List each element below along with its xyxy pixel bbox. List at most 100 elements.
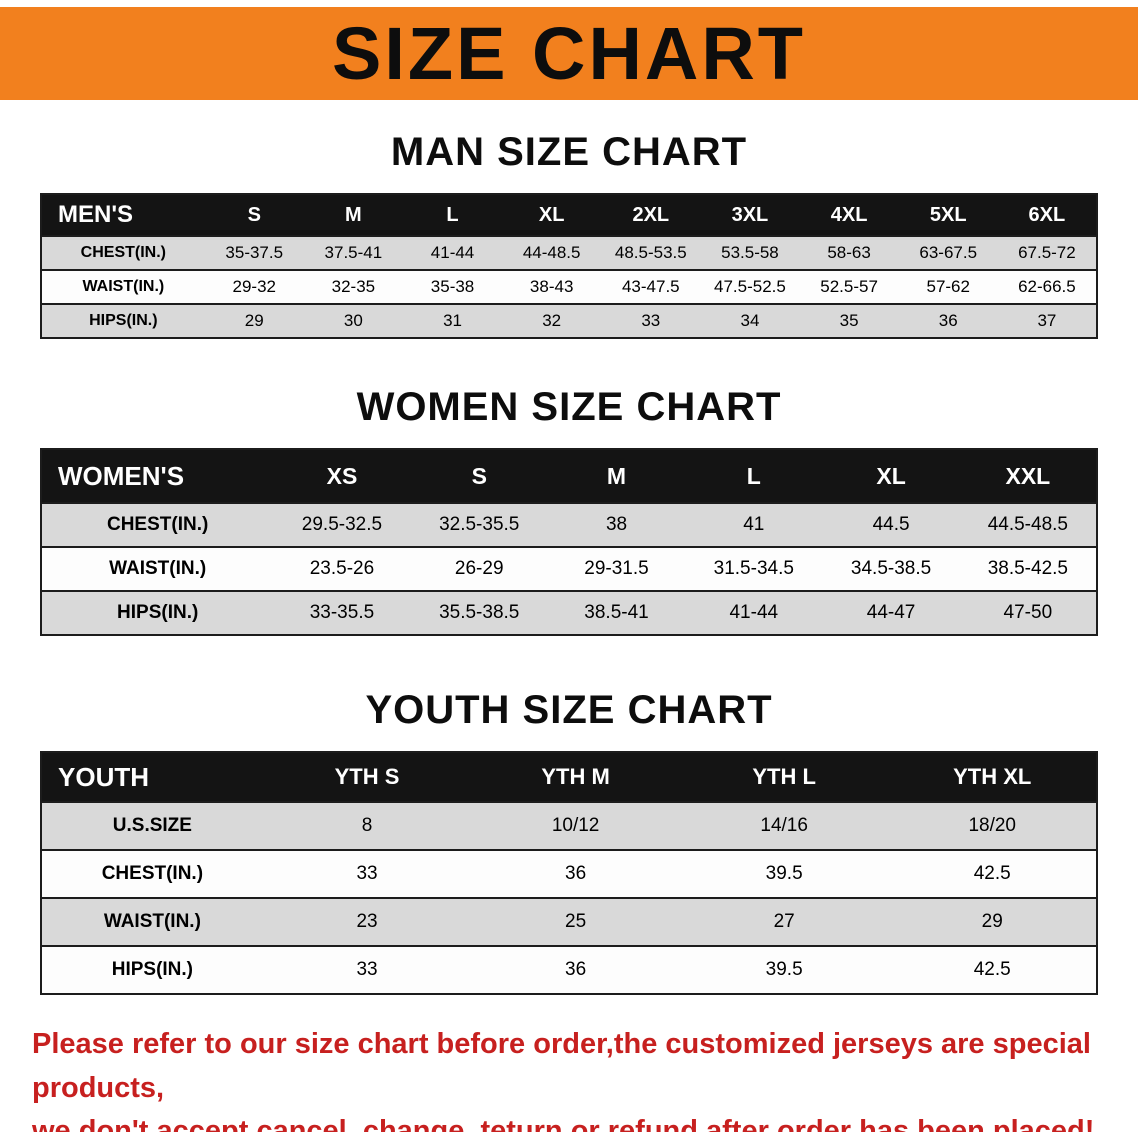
size-cell: 47.5-52.5: [700, 269, 800, 304]
size-cell: 44-48.5: [502, 235, 602, 270]
size-cell: 29: [888, 897, 1097, 946]
size-cell: 41-44: [402, 235, 503, 270]
size-cell: 47-50: [959, 590, 1097, 635]
size-cell: 41: [685, 502, 823, 547]
youth-size-table: YOUTH YTH S YTH M YTH L YTH XL U.S.SIZE 8 10/12…: [40, 751, 1098, 995]
table-corner-label: YOUTH: [41, 751, 263, 802]
table-header-row: WOMEN'S XS S M L XL XXL: [41, 448, 1097, 503]
size-cell: 57-62: [898, 269, 998, 304]
size-cell: 37: [997, 303, 1097, 338]
row-label: U.S.SIZE: [41, 801, 263, 850]
size-cell: 38: [547, 502, 686, 547]
column-header: 6XL: [997, 193, 1097, 236]
column-header: 3XL: [700, 193, 800, 236]
row-label: HIPS(IN.): [41, 303, 205, 338]
column-header: S: [410, 448, 548, 503]
disclaimer-line-2: we don't accept cancel, change, teturn o…: [32, 1115, 1095, 1132]
size-cell: 30: [303, 303, 403, 338]
size-cell: 35: [799, 303, 899, 338]
column-header: YTH XL: [888, 751, 1097, 802]
size-cell: 53.5-58: [700, 235, 800, 270]
table-row: CHEST(IN.) 35-37.5 37.5-41 41-44 44-48.5 48.5…: [41, 235, 1097, 270]
table-row: WAIST(IN.) 23.5-26 26-29 29-31.5 31.5-34.5 34…: [41, 546, 1097, 591]
size-cell: 32.5-35.5: [410, 502, 548, 547]
size-cell: 42.5: [888, 945, 1097, 994]
column-header: L: [402, 193, 503, 236]
women-size-table: WOMEN'S XS S M L XL XXL CHEST(IN.) 29.5-32.5 32.5…: [40, 448, 1098, 636]
size-cell: 32-35: [303, 269, 403, 304]
size-cell: 32: [502, 303, 602, 338]
table-header-row: YOUTH YTH S YTH M YTH L YTH XL: [41, 751, 1097, 802]
column-header: XL: [822, 448, 960, 503]
table-row: HIPS(IN.) 29 30 31 32 33 34 35 36 37: [41, 303, 1097, 338]
size-cell: 8: [262, 801, 472, 850]
column-header: XS: [273, 448, 411, 503]
size-cell: 10/12: [471, 801, 680, 850]
column-header: XL: [502, 193, 602, 236]
size-cell: 38.5-41: [547, 590, 686, 635]
size-cell: 27: [679, 897, 889, 946]
size-cell: 31.5-34.5: [685, 546, 823, 591]
youth-section-heading: YOUTH SIZE CHART: [365, 688, 773, 732]
table-corner-label: MEN'S: [41, 193, 205, 236]
size-cell: 33: [262, 945, 472, 994]
size-cell: 25: [471, 897, 680, 946]
size-cell: 63-67.5: [898, 235, 998, 270]
size-cell: 36: [471, 945, 680, 994]
column-header: YTH L: [679, 751, 889, 802]
table-row: CHEST(IN.) 29.5-32.5 32.5-35.5 38 41 44.5 44.5…: [41, 502, 1097, 547]
size-cell: 29-31.5: [547, 546, 686, 591]
table-row: HIPS(IN.) 33 36 39.5 42.5: [41, 945, 1097, 994]
disclaimer-line-1: Please refer to our size chart before or…: [32, 1028, 1091, 1104]
title-banner: SIZE CHART: [0, 7, 1138, 100]
column-header: YTH M: [471, 751, 680, 802]
row-label: HIPS(IN.): [41, 945, 263, 994]
size-cell: 43-47.5: [601, 269, 701, 304]
size-cell: 36: [471, 849, 680, 898]
row-label: HIPS(IN.): [41, 590, 274, 635]
row-label: CHEST(IN.): [41, 235, 205, 270]
size-cell: 33-35.5: [273, 590, 411, 635]
men-size-table: MEN'S S M L XL 2XL 3XL 4XL 5XL 6XL CHEST(IN.) 35-37…: [40, 193, 1098, 339]
column-header: 5XL: [898, 193, 998, 236]
table-row: HIPS(IN.) 33-35.5 35.5-38.5 38.5-41 41-44 44-…: [41, 590, 1097, 635]
size-cell: 39.5: [679, 945, 889, 994]
row-label: CHEST(IN.): [41, 849, 263, 898]
row-label: WAIST(IN.): [41, 269, 205, 304]
column-header: L: [685, 448, 823, 503]
table-row: U.S.SIZE 8 10/12 14/16 18/20: [41, 801, 1097, 850]
size-cell: 23: [262, 897, 472, 946]
size-cell: 34.5-38.5: [822, 546, 960, 591]
size-cell: 44.5: [822, 502, 960, 547]
page-title: SIZE CHART: [332, 12, 806, 95]
size-cell: 44.5-48.5: [959, 502, 1097, 547]
size-cell: 58-63: [799, 235, 899, 270]
men-section-heading: MAN SIZE CHART: [390, 130, 748, 174]
size-cell: 35-38: [402, 269, 503, 304]
size-cell: 52.5-57: [799, 269, 899, 304]
column-header: 4XL: [799, 193, 899, 236]
disclaimer: Please refer to our size chart before or…: [32, 1023, 1106, 1132]
size-cell: 18/20: [888, 801, 1097, 850]
table-row: WAIST(IN.) 23 25 27 29: [41, 897, 1097, 946]
table-header-row: MEN'S S M L XL 2XL 3XL 4XL 5XL 6XL: [41, 193, 1097, 236]
column-header: 2XL: [601, 193, 701, 236]
size-cell: 38.5-42.5: [959, 546, 1097, 591]
column-header: M: [303, 193, 403, 236]
row-label: CHEST(IN.): [41, 502, 274, 547]
size-cell: 37.5-41: [303, 235, 403, 270]
size-cell: 29: [204, 303, 304, 338]
row-label: WAIST(IN.): [41, 546, 274, 591]
size-cell: 26-29: [410, 546, 548, 591]
size-cell: 35.5-38.5: [410, 590, 548, 635]
size-cell: 62-66.5: [997, 269, 1097, 304]
size-cell: 48.5-53.5: [601, 235, 701, 270]
size-cell: 29-32: [204, 269, 304, 304]
size-cell: 33: [601, 303, 701, 338]
size-cell: 34: [700, 303, 800, 338]
column-header: M: [547, 448, 686, 503]
size-cell: 23.5-26: [273, 546, 411, 591]
table-row: CHEST(IN.) 33 36 39.5 42.5: [41, 849, 1097, 898]
size-cell: 42.5: [888, 849, 1097, 898]
